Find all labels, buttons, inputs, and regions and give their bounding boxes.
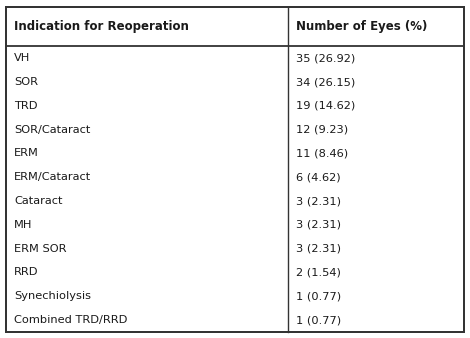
Text: 2 (1.54): 2 (1.54) [296,267,341,277]
Text: 1 (0.77): 1 (0.77) [296,315,341,325]
Text: 6 (4.62): 6 (4.62) [296,172,341,182]
Text: 11 (8.46): 11 (8.46) [296,148,348,159]
Text: 19 (14.62): 19 (14.62) [296,101,355,111]
Text: TRD: TRD [14,101,38,111]
Text: 3 (2.31): 3 (2.31) [296,196,341,206]
Text: 3 (2.31): 3 (2.31) [296,244,341,254]
Text: 3 (2.31): 3 (2.31) [296,220,341,230]
Text: Indication for Reoperation: Indication for Reoperation [14,20,189,33]
Text: Number of Eyes (%): Number of Eyes (%) [296,20,428,33]
Text: 1 (0.77): 1 (0.77) [296,291,341,301]
Text: ERM/Cataract: ERM/Cataract [14,172,91,182]
Text: Synechiolysis: Synechiolysis [14,291,91,301]
Text: Cataract: Cataract [14,196,63,206]
Text: 12 (9.23): 12 (9.23) [296,125,348,135]
Text: RRD: RRD [14,267,39,277]
Text: VH: VH [14,53,31,63]
Text: Combined TRD/RRD: Combined TRD/RRD [14,315,127,325]
Text: SOR: SOR [14,77,38,87]
Text: 34 (26.15): 34 (26.15) [296,77,355,87]
Text: ERM: ERM [14,148,39,159]
Text: 35 (26.92): 35 (26.92) [296,53,355,63]
Text: ERM SOR: ERM SOR [14,244,67,254]
Text: MH: MH [14,220,32,230]
Text: SOR/Cataract: SOR/Cataract [14,125,90,135]
